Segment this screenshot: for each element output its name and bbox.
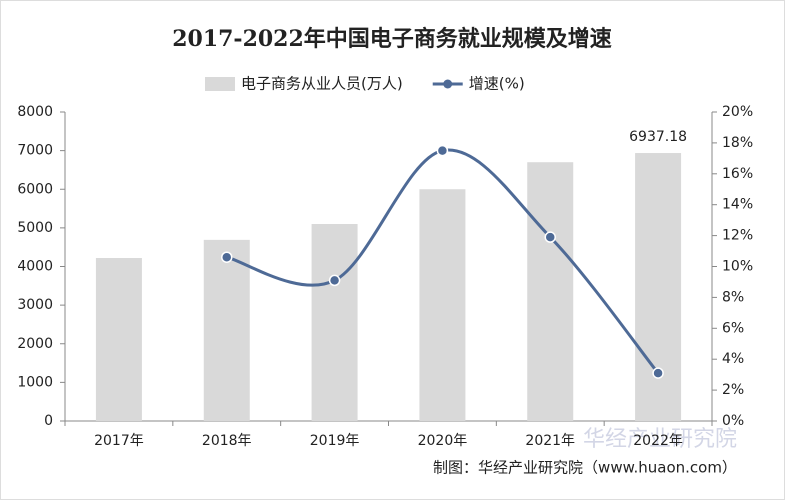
legend-swatch <box>443 79 453 89</box>
legend-swatch <box>205 77 235 91</box>
line-marker <box>652 367 664 379</box>
watermark: 华经产业研究院 <box>583 427 737 452</box>
y-tick-label: 8000 <box>17 104 53 120</box>
y2-tick-label: 18% <box>722 135 753 151</box>
y2-tick-label: 10% <box>722 259 753 275</box>
y-tick-label: 6000 <box>17 181 53 197</box>
y-tick-label: 5000 <box>17 220 53 236</box>
line-marker <box>221 251 233 263</box>
x-tick-label: 2021年 <box>525 433 575 449</box>
y-tick-label: 7000 <box>17 143 53 159</box>
x-tick-label: 2019年 <box>310 433 360 449</box>
y2-tick-label: 6% <box>722 320 744 336</box>
legend-label: 增速(%) <box>469 75 525 93</box>
value-label: 6937.18 <box>629 129 687 145</box>
x-tick-label: 2020年 <box>418 433 468 449</box>
y2-tick-label: 16% <box>722 166 753 182</box>
bar <box>527 162 574 421</box>
y-tick-label: 0 <box>44 413 53 429</box>
bar <box>203 239 250 421</box>
y2-tick-label: 14% <box>722 197 753 213</box>
source: 制图：华经产业研究院（www.huaon.com） <box>433 459 737 477</box>
y-tick-label: 2000 <box>17 336 53 352</box>
y2-tick-label: 2% <box>722 382 744 398</box>
y2-tick-label: 4% <box>722 351 744 367</box>
y-tick-label: 3000 <box>17 297 53 313</box>
y2-tick-label: 20% <box>722 104 753 120</box>
y2-tick-label: 8% <box>722 289 744 305</box>
y2-tick-label: 0% <box>722 413 744 429</box>
x-tick-label: 2022年 <box>633 433 683 449</box>
x-tick-label: 2018年 <box>202 433 252 449</box>
line-marker <box>544 231 556 243</box>
chart-title: 2017-2022年中国电子商务就业规模及增速 <box>172 26 612 52</box>
y-tick-label: 1000 <box>17 374 53 390</box>
line-marker <box>328 274 341 287</box>
line-marker <box>436 144 449 157</box>
bar <box>635 153 682 421</box>
bar <box>311 224 358 421</box>
bar <box>419 189 466 421</box>
bar <box>95 258 142 421</box>
y2-tick-label: 12% <box>722 228 753 244</box>
y-tick-label: 4000 <box>17 259 53 275</box>
x-tick-label: 2017年 <box>94 433 144 449</box>
legend-label: 电子商务从业人员(万人) <box>241 75 403 93</box>
